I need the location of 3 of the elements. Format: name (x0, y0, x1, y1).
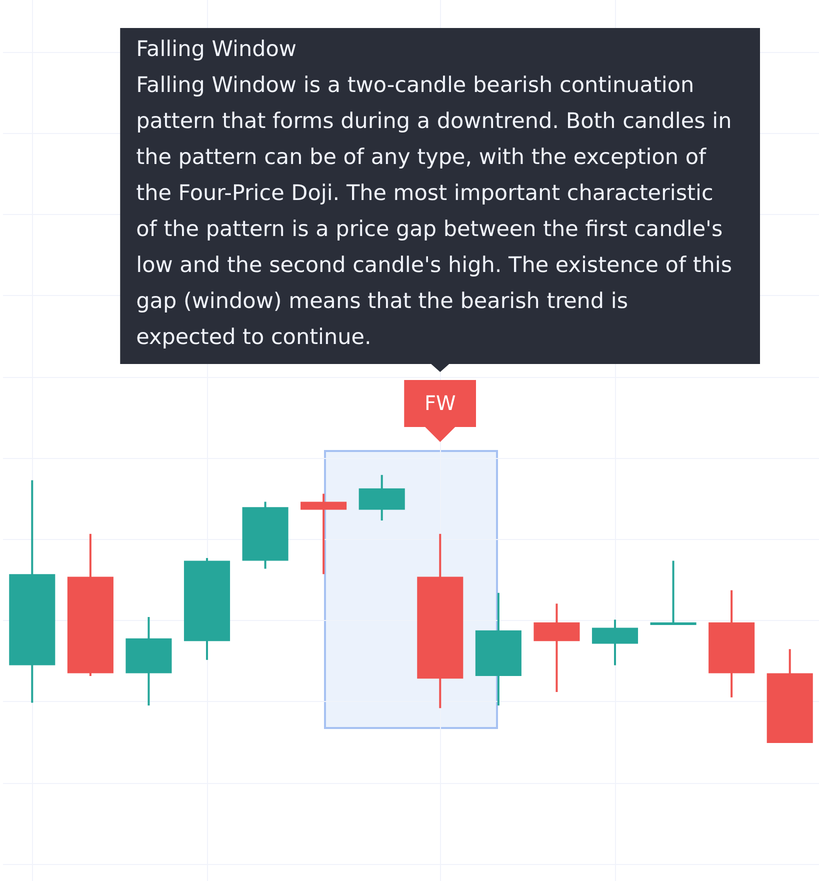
text: Falling Window is a two-candle bearish continuation pattern that forms during a downtrend. Both candles in the pattern can be of any type, with the exception of the Four-Price Doji. The most important characteristic of the pattern is a price gap between the first candle's low and the second candle's high. The existence of this gap (window) means that the bearish trend is expected to continue. (136, 72, 734, 352)
text: FW (424, 390, 457, 417)
text: Falling Window (136, 36, 297, 64)
